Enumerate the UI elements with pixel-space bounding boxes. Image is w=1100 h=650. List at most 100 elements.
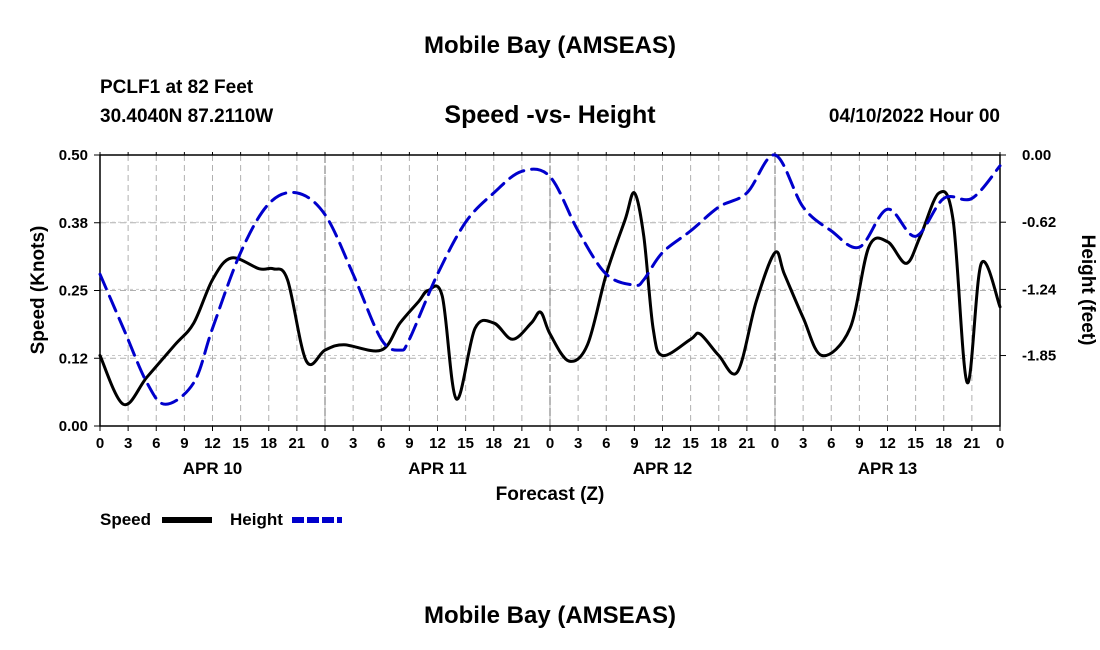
data-point-speed [920, 236, 921, 237]
legend: Speed Height [100, 510, 342, 529]
data-point-speed [343, 344, 344, 345]
data-point-speed [399, 322, 400, 323]
station-label: PCLF1 at 82 Feet [100, 77, 254, 98]
data-point-speed [662, 355, 663, 356]
data-point-height [774, 154, 775, 155]
x-tick-label: 0 [321, 435, 329, 452]
x-tick-label: 21 [289, 435, 306, 452]
data-point-speed [287, 279, 288, 280]
data-point-speed [653, 328, 654, 329]
x-tick-label: 18 [935, 435, 952, 452]
data-point-height [915, 236, 916, 237]
data-point-height [662, 252, 663, 253]
x-tick-label: 6 [827, 435, 835, 452]
data-point-height [353, 274, 354, 275]
data-point-speed [231, 257, 232, 258]
x-tick-label: 12 [204, 435, 221, 452]
data-point-height [381, 339, 382, 340]
data-point-height [99, 274, 100, 275]
data-point-speed [540, 312, 541, 313]
data-point-speed [512, 339, 513, 340]
chart-subtitle: Speed -vs- Height [444, 101, 656, 129]
data-point-height [521, 171, 522, 172]
data-point-height [943, 198, 944, 199]
x-axis-label: Forecast (Z) [496, 484, 605, 505]
data-point-height [146, 382, 147, 383]
day-label: APR 11 [408, 459, 467, 478]
y-left-tick-label: 0.00 [59, 418, 88, 435]
x-tick-label: 0 [996, 435, 1004, 452]
data-point-speed [456, 398, 457, 399]
data-point-speed [718, 355, 719, 356]
forecast-datetime: 04/10/2022 Hour 00 [828, 106, 1000, 127]
x-tick-label: 3 [574, 435, 582, 452]
data-point-height [409, 339, 410, 340]
data-point-speed [587, 344, 588, 345]
data-point-speed [123, 404, 124, 405]
data-point-height [165, 404, 166, 405]
data-point-speed [981, 263, 982, 264]
x-tick-label: 0 [96, 435, 104, 452]
x-tick-label: 18 [260, 435, 277, 452]
y-right-tick-label: 0.00 [1022, 147, 1051, 164]
data-point-height [268, 203, 269, 204]
data-point-speed [259, 268, 260, 269]
x-tick-label: 3 [349, 435, 357, 452]
data-point-speed [643, 236, 644, 237]
x-tick-label: 18 [710, 435, 727, 452]
x-tick-label: 21 [514, 435, 531, 452]
y-right-tick-label: -0.62 [1022, 214, 1056, 231]
x-tick-label: 15 [907, 435, 924, 452]
y-axis-left-label: Speed (Knots) [28, 226, 49, 355]
day-label: APR 12 [633, 459, 693, 478]
data-point-height [746, 192, 747, 193]
data-point-height [193, 382, 194, 383]
data-point-speed [549, 333, 550, 334]
x-tick-label: 6 [602, 435, 610, 452]
y-right-tick-label: -1.24 [1022, 281, 1057, 298]
data-point-speed [999, 306, 1000, 307]
data-point-speed [690, 339, 691, 340]
data-point-speed [493, 322, 494, 323]
x-tick-label: 15 [457, 435, 474, 452]
data-point-height [549, 176, 550, 177]
data-point-height [887, 209, 888, 210]
y-left-tick-label: 0.25 [59, 283, 88, 300]
y-axis-right-label: Height (feet) [1077, 235, 1098, 346]
x-tick-label: 3 [799, 435, 807, 452]
x-tick-label: 6 [152, 435, 160, 452]
x-tick-label: 0 [771, 435, 779, 452]
data-point-height [606, 274, 607, 275]
data-point-height [493, 192, 494, 193]
series-line-height [98, 153, 1002, 406]
x-tick-label: 9 [855, 435, 863, 452]
data-point-speed [756, 301, 757, 302]
data-point-speed [624, 219, 625, 220]
data-point-speed [212, 279, 213, 280]
x-tick-label: 12 [429, 435, 446, 452]
data-point-speed [699, 333, 700, 334]
x-tick-label: 18 [485, 435, 502, 452]
data-point-speed [774, 252, 775, 253]
data-point-speed [531, 322, 532, 323]
footer-chart-title: Mobile Bay (AMSEAS) [423, 602, 677, 629]
y-right-tick-label: -1.85 [1022, 348, 1056, 365]
data-point-height [578, 230, 579, 231]
data-point-speed [306, 360, 307, 361]
data-point-speed [906, 263, 907, 264]
data-point-speed [146, 377, 147, 378]
data-point-height [437, 274, 438, 275]
data-point-speed [634, 192, 635, 193]
data-point-speed [99, 355, 100, 356]
y-left-tick-label: 0.50 [59, 147, 88, 164]
data-point-speed [887, 241, 888, 242]
x-tick-label: 9 [180, 435, 188, 452]
x-tick-label: 6 [377, 435, 385, 452]
data-point-height [831, 230, 832, 231]
data-point-height [324, 214, 325, 215]
x-tick-label: 21 [739, 435, 756, 452]
data-point-speed [849, 328, 850, 329]
y-left-tick-label: 0.12 [59, 350, 88, 367]
data-point-height [690, 230, 691, 231]
x-tick-label: 15 [682, 435, 699, 452]
